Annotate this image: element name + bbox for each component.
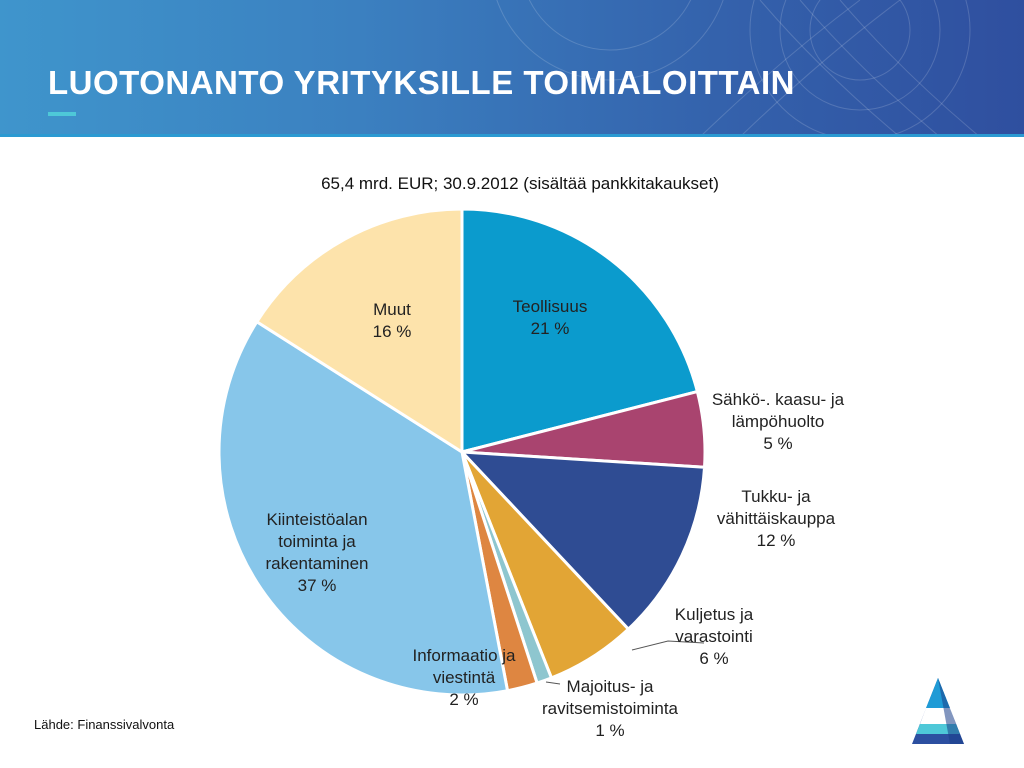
pie-slice-muut	[255, 207, 464, 454]
slice-value-label: 37 %	[298, 576, 337, 595]
source-note: Lähde: Finanssivalvonta	[34, 717, 175, 732]
slice-name-label: Kiinteistöalan	[266, 510, 367, 529]
header-rule	[0, 134, 1024, 137]
slice-name-label: ravitsemistoiminta	[542, 699, 679, 718]
slice-value-label: 1 %	[595, 721, 624, 740]
slice-value-label: 5 %	[763, 434, 792, 453]
pie-slice-kiinteistoalan-toiminta-ja-rakentaminen	[217, 320, 510, 697]
pie-slice-teollisuus	[460, 207, 699, 454]
chart-title: 65,4 mrd. EUR; 30.9.2012 (sisältää pankk…	[321, 174, 719, 193]
logo-icon	[912, 678, 964, 744]
slice-name-label: rakentaminen	[265, 554, 368, 573]
slice-name-label: vähittäiskauppa	[717, 509, 836, 528]
slice-value-label: 12 %	[757, 531, 796, 550]
slice-name-label: viestintä	[433, 668, 496, 687]
slice-label-kuljetus-ja-varastointi: Kuljetus ja varastointi 6 %	[675, 605, 754, 668]
slice-name-label: Informaatio ja	[413, 646, 517, 665]
pie-slice-tukku-ja-vahittaiskauppa	[460, 450, 707, 631]
slice-name-label: Kuljetus ja	[675, 605, 754, 624]
slice-name-label: lämpöhuolto	[732, 412, 825, 431]
slice-label-teollisuus: Teollisuus 21 %	[513, 297, 588, 338]
slice-value-label: 16 %	[373, 322, 412, 341]
slice-name-label: Tukku- ja	[741, 487, 811, 506]
header-decoration	[496, 0, 981, 137]
slice-value-label: 2 %	[449, 690, 478, 709]
header-banner: LUOTONANTO YRITYKSILLE TOIMIALOITTAIN	[0, 0, 1024, 137]
slice-label-kiinteistoalan-toiminta-ja-rakentaminen: Kiinteistöalan toiminta ja rakentaminen 37 …	[265, 510, 368, 595]
leader-line-majoitus-ja-ravitsemistoiminta	[545, 681, 561, 685]
slice-name-label: Teollisuus	[513, 297, 588, 316]
slice-name-label: toiminta ja	[278, 532, 356, 551]
slice-label-informaatio-ja-viestinta: Informaatio ja viestintä 2 %	[413, 646, 517, 709]
slice-value-label: 21 %	[531, 319, 570, 338]
title-underline	[48, 112, 76, 116]
leader-line-kuljetus-ja-varastointi	[631, 640, 705, 651]
slice-name-label: Sähkö-. kaasu- ja	[712, 390, 845, 409]
slice-label-tukku-ja-vahittaiskauppa: Tukku- ja vähittäiskauppa 12 %	[717, 487, 836, 550]
slice-label-muut: Muut 16 %	[373, 300, 412, 341]
slice-name-label: Muut	[373, 300, 411, 319]
slice-name-label: Majoitus- ja	[567, 677, 654, 696]
page-title: LUOTONANTO YRITYKSILLE TOIMIALOITTAIN	[48, 64, 795, 101]
slice-name-label: varastointi	[675, 627, 752, 646]
slice-label-majoitus-ja-ravitsemistoiminta: Majoitus- ja ravitsemistoiminta 1 %	[542, 677, 679, 740]
slice-label-sahko-kaasu-ja-lampohuolto: Sähkö-. kaasu- ja lämpöhuolto 5 %	[712, 390, 845, 453]
slice-value-label: 6 %	[699, 649, 728, 668]
